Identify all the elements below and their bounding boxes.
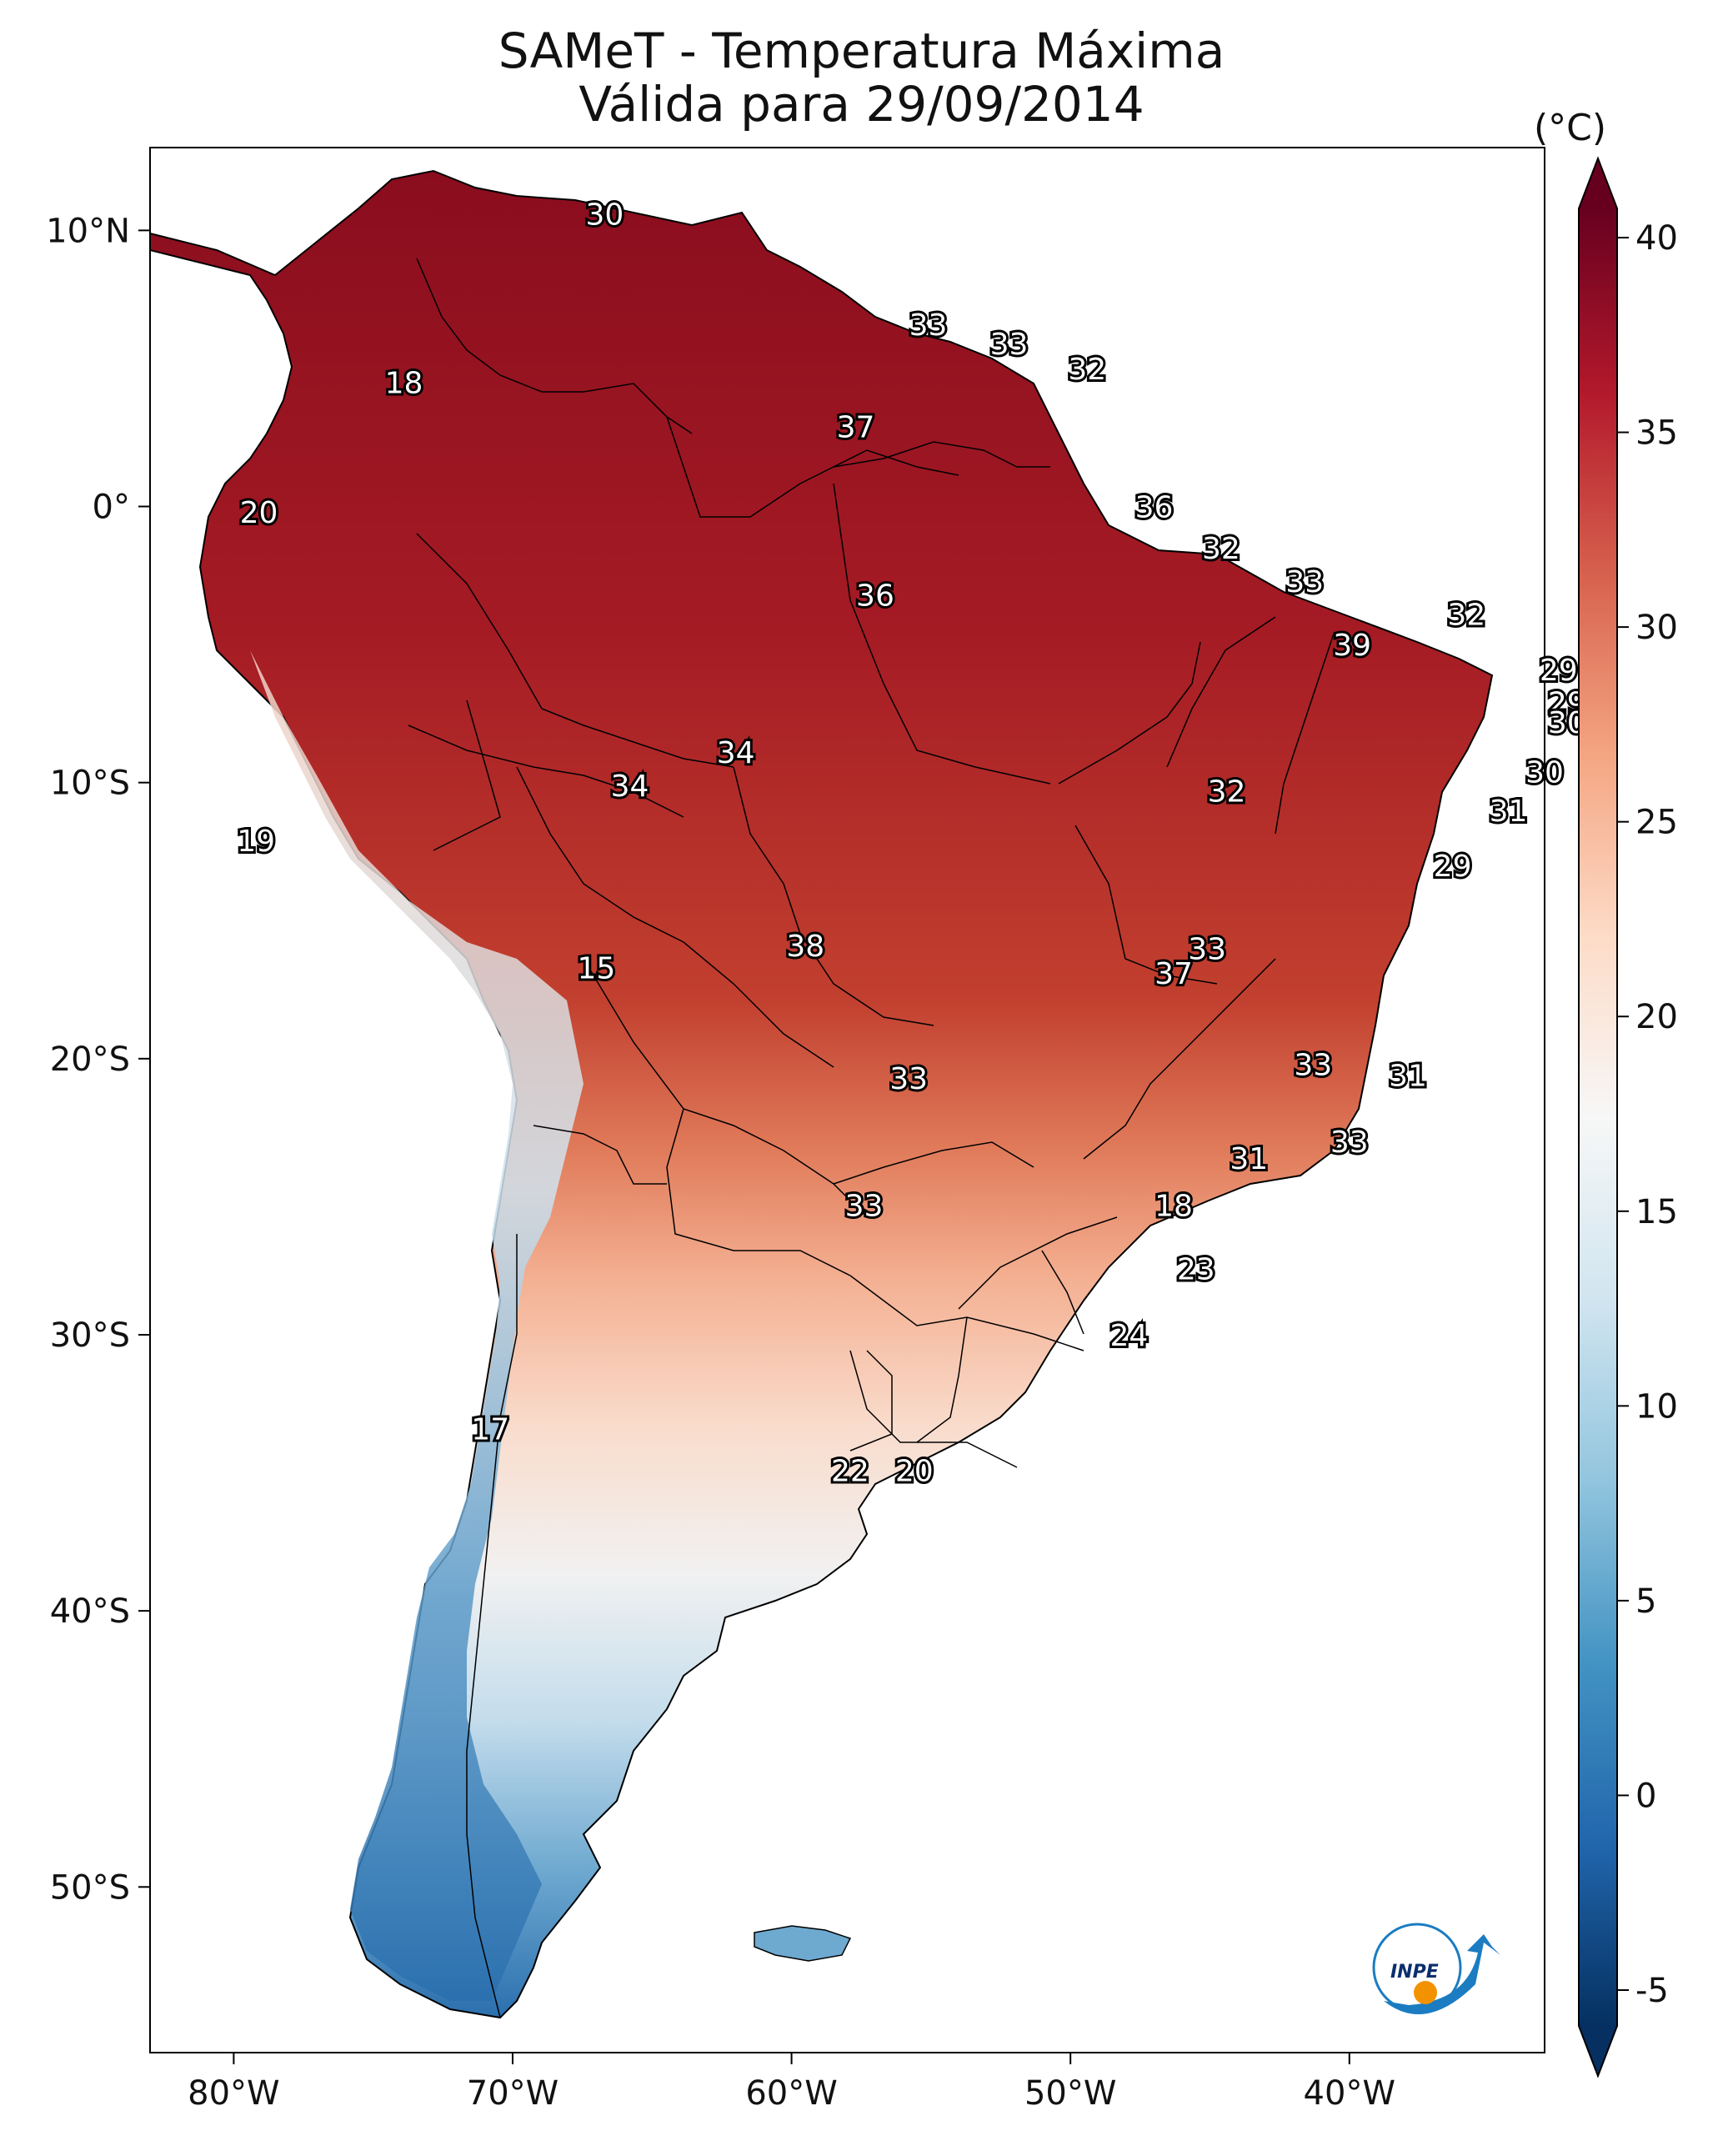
temperature-label: 37: [837, 410, 875, 444]
temperature-label: 19: [237, 825, 275, 859]
colorbar-tick-label: 40: [1635, 219, 1678, 258]
temperature-label: 33: [1294, 1048, 1332, 1082]
colorbar-tick-label: -5: [1635, 1972, 1669, 2010]
lat-tick-label: 0°: [93, 489, 130, 527]
temperature-label: 33: [909, 308, 948, 343]
temperature-label: 33: [1285, 565, 1324, 599]
latitude-axis: 10°N 0° 10°S 20°S 30°S 40°S 50°S: [46, 212, 150, 1907]
andes-cool-band: [250, 650, 584, 2001]
temperature-label: 33: [845, 1189, 884, 1223]
lat-tick-label: 30°S: [50, 1316, 130, 1355]
temperature-label: 29: [1434, 850, 1472, 884]
temperature-label: 39: [1333, 629, 1371, 663]
temperature-label: 32: [1447, 599, 1485, 633]
longitude-axis: 80°W 70°W 60°W 50°W 40°W: [188, 2053, 1395, 2113]
temperature-label: 32: [1202, 532, 1240, 566]
colorbar-tick-label: 5: [1635, 1582, 1656, 1621]
inpe-logo: INPE: [1372, 1923, 1500, 2014]
country-borders: [408, 258, 1335, 2018]
map-subtitle: Válida para 29/09/2014: [579, 76, 1144, 133]
colorbar-outline: [1578, 156, 1618, 2078]
lat-tick-label: 50°S: [50, 1868, 130, 1907]
temperature-label: 31: [1389, 1060, 1427, 1094]
temperature-label: 23: [1177, 1253, 1215, 1287]
colorbar-tick-label: 10: [1635, 1387, 1678, 1426]
temperature-label: 18: [385, 366, 423, 400]
colorbar: 40 35 30 25 20 15 10 5 0 -5: [1578, 156, 1678, 2078]
lon-tick-label: 40°W: [1304, 2074, 1395, 2113]
lat-tick-label: 10°N: [46, 212, 130, 250]
temperature-label: 17: [471, 1413, 509, 1447]
temperature-label: 31: [1490, 795, 1528, 829]
lon-tick-label: 80°W: [188, 2074, 279, 2113]
svg-text:INPE: INPE: [1390, 1962, 1439, 1983]
temperature-label: 37: [1155, 957, 1193, 991]
colorbar-tick-label: 25: [1635, 804, 1678, 842]
temperature-label: 18: [1155, 1189, 1193, 1223]
colorbar-extend-max: [1579, 158, 1617, 208]
lon-tick-label: 70°W: [467, 2074, 558, 2113]
colorbar-tick-label: 35: [1635, 414, 1678, 453]
temperature-label: 20: [240, 496, 278, 530]
lat-tick-label: 10°S: [50, 765, 130, 803]
colorbar-ticks: 40 35 30 25 20 15 10 5 0 -5: [1617, 219, 1678, 2010]
colorbar-tick-label: 15: [1635, 1193, 1678, 1231]
lat-tick-label: 40°S: [50, 1592, 130, 1631]
temperature-label: 31: [1230, 1142, 1268, 1176]
lat-tick-label: 20°S: [50, 1040, 130, 1079]
temperature-label: 36: [856, 579, 894, 613]
temperature-label: 36: [1135, 491, 1174, 525]
lon-tick-label: 60°W: [745, 2074, 837, 2113]
colorbar-extend-min: [1579, 2026, 1617, 2076]
temperature-label: 33: [1330, 1126, 1369, 1160]
colorbar-tick-label: 0: [1635, 1777, 1656, 1815]
colorbar-unit: (°C): [1534, 107, 1607, 149]
temperature-label: 33: [1188, 932, 1226, 966]
temperature-label: 34: [717, 736, 755, 770]
map-title: SAMeT - Temperatura Máxima: [498, 23, 1225, 79]
lon-tick-label: 50°W: [1024, 2074, 1116, 2113]
temperature-label: 20: [895, 1454, 934, 1488]
temperature-label: 15: [577, 952, 615, 986]
colorbar-body: [1579, 208, 1617, 2026]
temperature-label: 32: [1208, 775, 1246, 810]
temperature-label: 24: [1110, 1319, 1149, 1353]
colorbar-tick-label: 30: [1635, 609, 1678, 647]
colorbar-tick-label: 20: [1635, 998, 1678, 1036]
temperature-label: 29: [1540, 654, 1578, 688]
temperature-label: 34: [611, 770, 649, 804]
temperature-label: 33: [889, 1062, 928, 1096]
temperature-label: 33: [990, 328, 1029, 362]
falkland-islands: [754, 1925, 852, 1962]
temperature-label: 32: [1068, 353, 1106, 387]
temperature-label: 30: [1525, 755, 1564, 790]
temperature-label: 38: [786, 930, 824, 964]
temperature-label: 30: [585, 198, 624, 232]
temperature-label: 22: [831, 1454, 869, 1488]
